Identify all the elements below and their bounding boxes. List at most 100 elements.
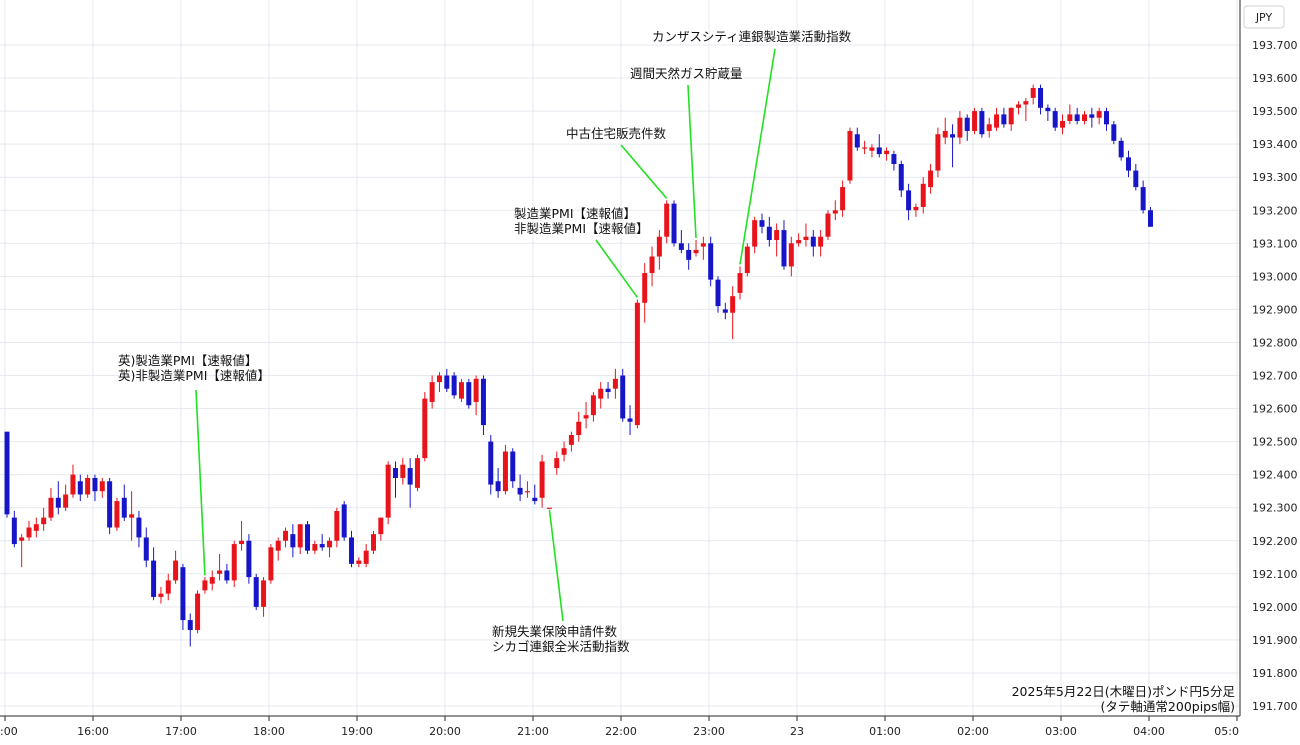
grid-lines: [0, 0, 1240, 716]
y-tick-label: 193.500: [1252, 105, 1298, 118]
candle-body: [495, 481, 501, 492]
candle-body: [510, 451, 516, 482]
candle-body: [671, 203, 677, 244]
candle-body: [891, 154, 897, 164]
annotation-jobless-claims: 新規失業保険申請件数シカゴ連銀全米活動指数: [492, 624, 630, 654]
candle-body: [612, 378, 618, 389]
candle-body: [77, 481, 83, 495]
candle-body: [730, 296, 736, 313]
candle-body: [876, 147, 882, 155]
candle-body: [363, 550, 369, 564]
candle-body: [568, 434, 574, 445]
y-tick-label: 193.000: [1252, 270, 1298, 283]
candle-body: [202, 580, 208, 591]
currency-label: JPY: [1255, 11, 1273, 24]
annotation-pointer-line: [548, 509, 564, 622]
candle-body: [488, 441, 494, 485]
candle-body: [187, 620, 193, 630]
candle-body: [143, 537, 149, 561]
candle-body: [312, 544, 318, 551]
candle-body: [99, 481, 105, 492]
candle-body: [737, 273, 743, 293]
candle-body: [195, 593, 201, 630]
candle-body: [825, 213, 831, 237]
y-tick-label: 192.700: [1252, 370, 1298, 383]
candle-body: [180, 567, 186, 621]
candle-body: [715, 279, 721, 307]
candle-body: [473, 378, 479, 402]
candle-body: [906, 190, 912, 211]
x-tick-label: 22:00: [605, 725, 637, 738]
candle-body: [26, 527, 32, 538]
candle-body: [246, 540, 252, 578]
candle-body: [63, 494, 69, 508]
candle-body: [935, 134, 941, 171]
price-axis-background: [1240, 0, 1300, 745]
candle-body: [114, 501, 120, 528]
y-tick-label: 193.700: [1252, 39, 1298, 52]
candle-body: [788, 243, 794, 267]
candle-body: [832, 210, 838, 214]
candle-body: [744, 246, 750, 274]
annotation-pointer-line: [739, 48, 776, 265]
y-tick-label: 193.300: [1252, 171, 1298, 184]
candle-body: [1096, 111, 1102, 118]
y-tick-label: 193.200: [1252, 204, 1298, 217]
candle-body: [121, 497, 127, 518]
candle-body: [85, 477, 91, 495]
candle-body: [429, 382, 435, 402]
candle-body: [803, 236, 809, 240]
candle-body: [356, 560, 362, 564]
candle-body: [458, 382, 464, 399]
candle-body: [994, 114, 1000, 128]
y-tick-label: 192.800: [1252, 336, 1298, 349]
candle-body: [92, 477, 98, 492]
candle-body: [693, 249, 699, 254]
candle-body: [480, 378, 486, 426]
candle-body: [627, 418, 633, 422]
candle-body: [290, 534, 296, 548]
annotation-pointer-line: [195, 389, 206, 576]
annotation-natural-gas-storage: 週間天然ガス貯蔵量: [630, 66, 743, 81]
candle-body: [1133, 170, 1139, 188]
candle-body: [986, 124, 992, 131]
candle-body: [1045, 107, 1051, 112]
candle-body: [165, 580, 171, 594]
time-axis-ticks: :00 16:00 17:00 18:00 19:00 20:00 21:00 22:00 23…: [0, 716, 1239, 738]
candle-body: [151, 560, 157, 597]
candle-body: [451, 375, 457, 396]
candle-body: [268, 547, 274, 581]
y-tick-label: 192.100: [1252, 568, 1298, 581]
y-tick-label: 192.900: [1252, 303, 1298, 316]
candle-body: [136, 517, 142, 538]
candle-body: [158, 593, 164, 597]
candle-body: [869, 147, 875, 151]
candle-body: [217, 570, 223, 574]
y-tick-label: 191.800: [1252, 667, 1298, 680]
candle-body: [972, 111, 978, 131]
candle-body: [781, 230, 787, 267]
annotation-kansas-city-fed: カンザスシティ連銀製造業活動指数: [652, 29, 852, 44]
candle-body: [283, 530, 289, 541]
candle-body: [964, 117, 970, 131]
candle-body: [502, 451, 508, 492]
candle-body: [605, 388, 611, 393]
candle-body: [678, 243, 684, 250]
candle-body: [319, 544, 325, 548]
candle-body: [48, 497, 54, 518]
candle-body: [840, 187, 846, 211]
candle-body: [70, 474, 76, 495]
price-axis-ticks: 193.700 193.600 193.500 193.400 193.300 193.2…: [1252, 39, 1298, 713]
candle-body: [400, 464, 406, 478]
y-tick-label: 192.500: [1252, 436, 1298, 449]
candle-body: [766, 226, 772, 240]
x-tick-label: :00: [0, 725, 18, 738]
candle-body: [378, 517, 384, 535]
candle-body: [444, 375, 450, 389]
candle-body: [920, 183, 926, 207]
candle-body: [349, 537, 355, 564]
candle-body: [649, 256, 655, 274]
candle-body: [818, 236, 824, 247]
candle-body: [583, 415, 589, 419]
